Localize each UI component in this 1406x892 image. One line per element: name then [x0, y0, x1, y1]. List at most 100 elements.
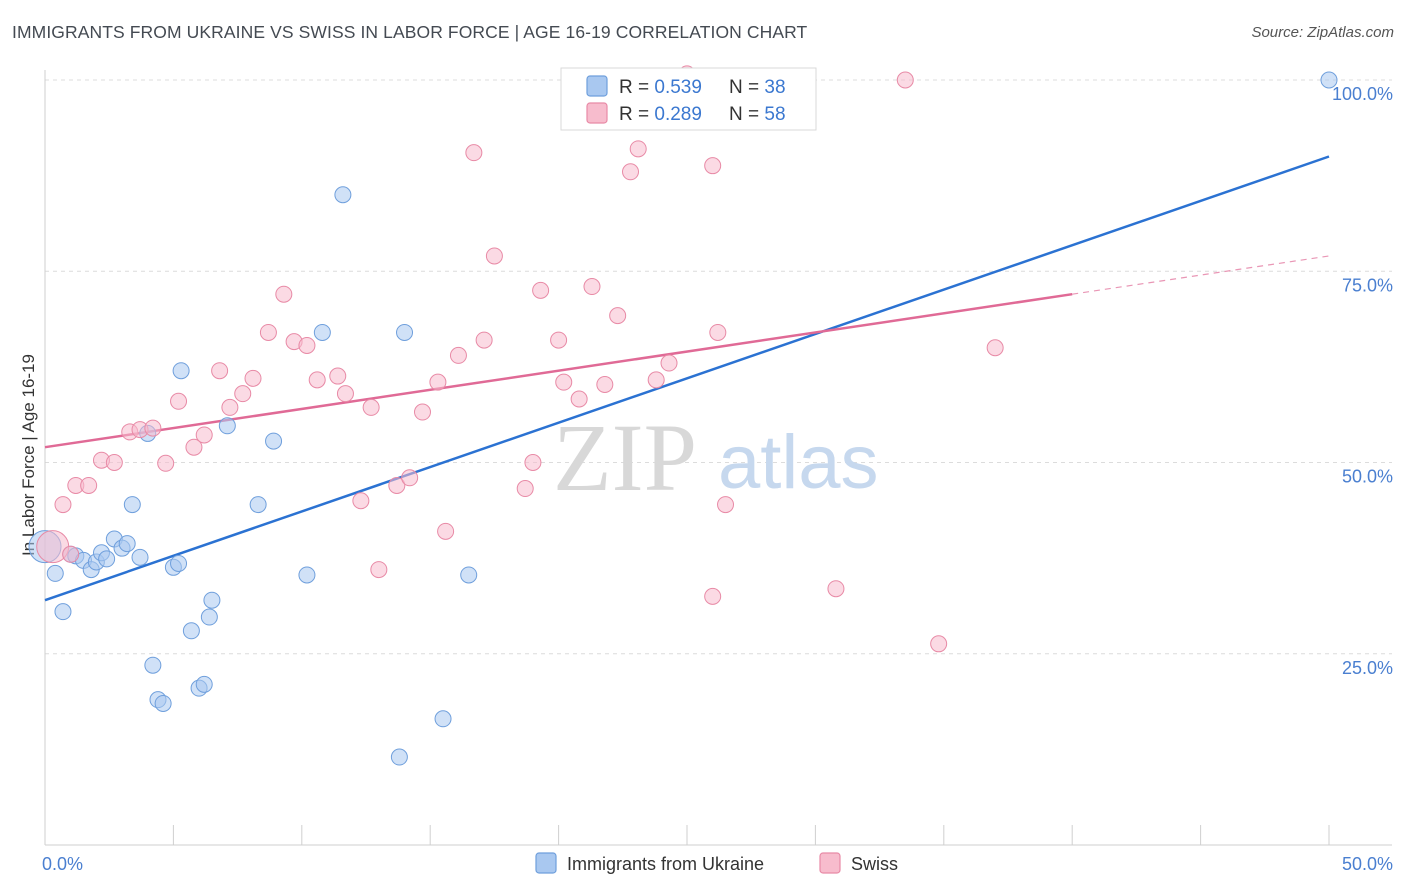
x-tick-label: 0.0% [42, 854, 83, 874]
point-ukraine [195, 675, 213, 693]
point-swiss [329, 367, 347, 385]
point-swiss [660, 354, 678, 372]
point-swiss [336, 385, 354, 403]
correlation-legend: R = 0.539 N = 38 R = 0.289 N = 58 [560, 67, 817, 131]
point-ukraine [200, 608, 218, 626]
svg-text:N = 58: N = 58 [729, 104, 786, 125]
svg-text:R = 0.539: R = 0.539 [619, 77, 702, 98]
point-swiss [62, 545, 80, 563]
legend-swatch-swiss [586, 102, 608, 124]
point-swiss [449, 346, 467, 364]
point-swiss [717, 496, 735, 514]
point-ukraine [218, 417, 236, 435]
legend-swatch-ukraine [586, 75, 608, 97]
x-tick-labels: 0.0% 50.0% [42, 854, 1393, 874]
point-swiss [80, 476, 98, 494]
point-swiss [647, 371, 665, 389]
legend-n-label: N = [729, 104, 764, 125]
chart-source: Source: ZipAtlas.com [1251, 24, 1394, 41]
point-swiss [211, 362, 229, 380]
point-swiss [555, 373, 573, 391]
trendlines [44, 155, 1330, 602]
point-ukraine [172, 362, 190, 380]
point-swiss [516, 480, 534, 498]
x-tick-label: 50.0% [1342, 854, 1393, 874]
point-swiss [244, 369, 262, 387]
point-swiss [170, 392, 188, 410]
point-swiss [259, 323, 277, 341]
point-ukraine [123, 496, 141, 514]
point-ukraine [170, 554, 188, 572]
point-swiss [475, 331, 493, 349]
point-ukraine [460, 566, 478, 584]
point-swiss [986, 339, 1004, 357]
point-swiss [234, 385, 252, 403]
point-swiss [485, 247, 503, 265]
point-ukraine [131, 548, 149, 566]
point-swiss [388, 476, 406, 494]
point-swiss [298, 336, 316, 354]
legend-r-value-ukraine: 0.539 [654, 77, 702, 98]
point-swiss [54, 496, 72, 514]
chart-title: IMMIGRANTS FROM UKRAINE VS SWISS IN LABO… [12, 22, 808, 42]
point-swiss [275, 285, 293, 303]
svg-text:N = 38: N = 38 [729, 77, 786, 98]
point-swiss [550, 331, 568, 349]
point-swiss [413, 403, 431, 421]
point-swiss [437, 522, 455, 540]
point-ukraine [249, 496, 267, 514]
watermark-atlas: atlas [718, 420, 879, 505]
legend-r-value-swiss: 0.289 [654, 104, 702, 125]
point-ukraine [46, 564, 64, 582]
point-ukraine [203, 591, 221, 609]
point-ukraine [118, 535, 136, 553]
point-swiss [622, 163, 640, 181]
trendline-swiss-extension [1072, 255, 1330, 295]
point-swiss [629, 140, 647, 158]
y-tick-label: 25.0% [1342, 658, 1393, 678]
point-swiss [157, 454, 175, 472]
point-ukraine [1320, 71, 1338, 89]
legend-r-label: R = [619, 104, 654, 125]
series-swatch-swiss [819, 852, 841, 874]
data-points [28, 65, 1338, 766]
point-swiss [583, 278, 601, 296]
legend-n-value-swiss: 58 [764, 104, 785, 125]
svg-text:R = 0.289: R = 0.289 [619, 104, 702, 125]
point-ukraine [265, 432, 283, 450]
point-swiss [308, 371, 326, 389]
series-swatch-ukraine [535, 852, 557, 874]
point-swiss [465, 144, 483, 162]
point-swiss [704, 157, 722, 175]
series-legend: Immigrants from Ukraine Swiss [535, 852, 898, 874]
axes [44, 70, 1392, 846]
point-swiss [370, 561, 388, 579]
point-swiss [704, 587, 722, 605]
point-swiss [896, 71, 914, 89]
point-swiss [524, 454, 542, 471]
point-swiss [221, 398, 239, 416]
point-ukraine [144, 656, 162, 674]
legend-r-label: R = [619, 77, 654, 98]
point-swiss [144, 419, 162, 437]
point-swiss [352, 492, 370, 510]
gridlines [45, 79, 1392, 655]
point-ukraine [298, 566, 316, 584]
y-axis-title: In Labor Force | Age 16-19 [19, 354, 38, 556]
point-swiss [596, 375, 614, 393]
point-ukraine [154, 694, 172, 712]
point-swiss [105, 454, 123, 471]
y-tick-label: 100.0% [1332, 84, 1393, 104]
point-ukraine [98, 550, 116, 568]
watermark: ZIP atlas [553, 404, 879, 511]
point-ukraine [334, 186, 352, 204]
legend-n-label: N = [729, 77, 764, 98]
point-swiss [570, 390, 588, 408]
y-tick-label: 75.0% [1342, 275, 1393, 295]
point-swiss [709, 323, 727, 341]
series-label-ukraine: Immigrants from Ukraine [567, 854, 764, 874]
point-swiss [532, 281, 550, 299]
point-swiss [429, 373, 447, 391]
point-swiss [195, 426, 213, 444]
